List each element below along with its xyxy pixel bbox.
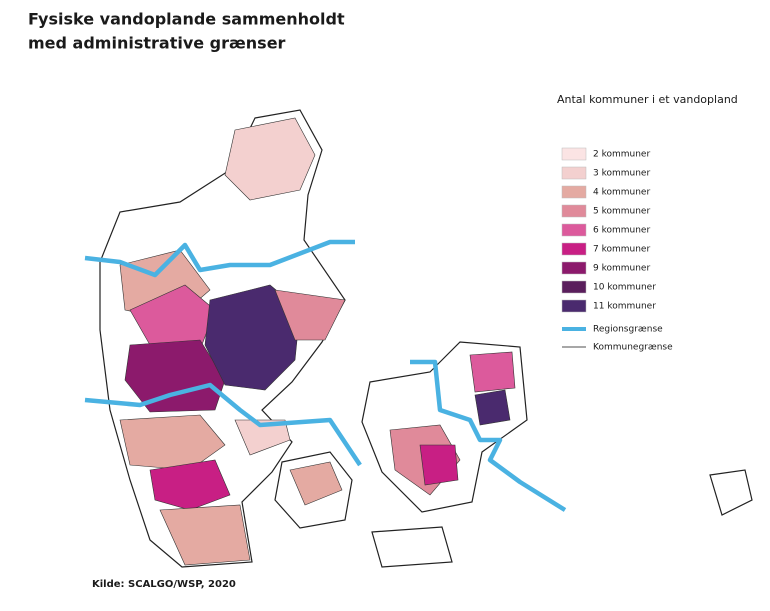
legend-label: 4 kommuner <box>593 188 650 198</box>
legend-label: 3 kommuner <box>593 169 650 179</box>
legend-label: 9 kommuner <box>593 264 650 274</box>
map <box>84 109 753 568</box>
legend-label: Regionsgrænse <box>593 325 663 335</box>
legend-label: 5 kommuner <box>593 207 650 217</box>
legend-title: Antal kommuner i et vandopland <box>557 93 738 106</box>
legend-label: 2 kommuner <box>593 150 650 160</box>
legend-swatch <box>561 280 587 294</box>
title-line: med administrative grænser <box>28 34 286 53</box>
bornholm <box>709 469 753 516</box>
legend-label: Kommunegrænse <box>593 343 673 353</box>
title-line: Fysiske vandoplande sammenholdt <box>28 10 345 29</box>
legend-swatch <box>561 147 587 161</box>
legend: 2 kommuner 3 kommuner 4 kommuner 5 kommuner… <box>561 147 673 353</box>
legend-swatch <box>561 166 587 180</box>
legend-swatch <box>561 185 587 199</box>
legend-label: 11 kommuner <box>593 302 656 312</box>
legend-swatch <box>561 261 587 275</box>
lolland <box>371 526 453 568</box>
legend-label: 10 kommuner <box>593 283 656 293</box>
legend-swatch <box>561 204 587 218</box>
legend-swatch <box>561 223 587 237</box>
source: Kilde: SCALGO/WSP, 2020 <box>92 579 236 590</box>
legend-label: 7 kommuner <box>593 245 650 255</box>
legend-label: 6 kommuner <box>593 226 650 236</box>
legend-swatch <box>561 242 587 256</box>
legend-swatch <box>561 299 587 313</box>
